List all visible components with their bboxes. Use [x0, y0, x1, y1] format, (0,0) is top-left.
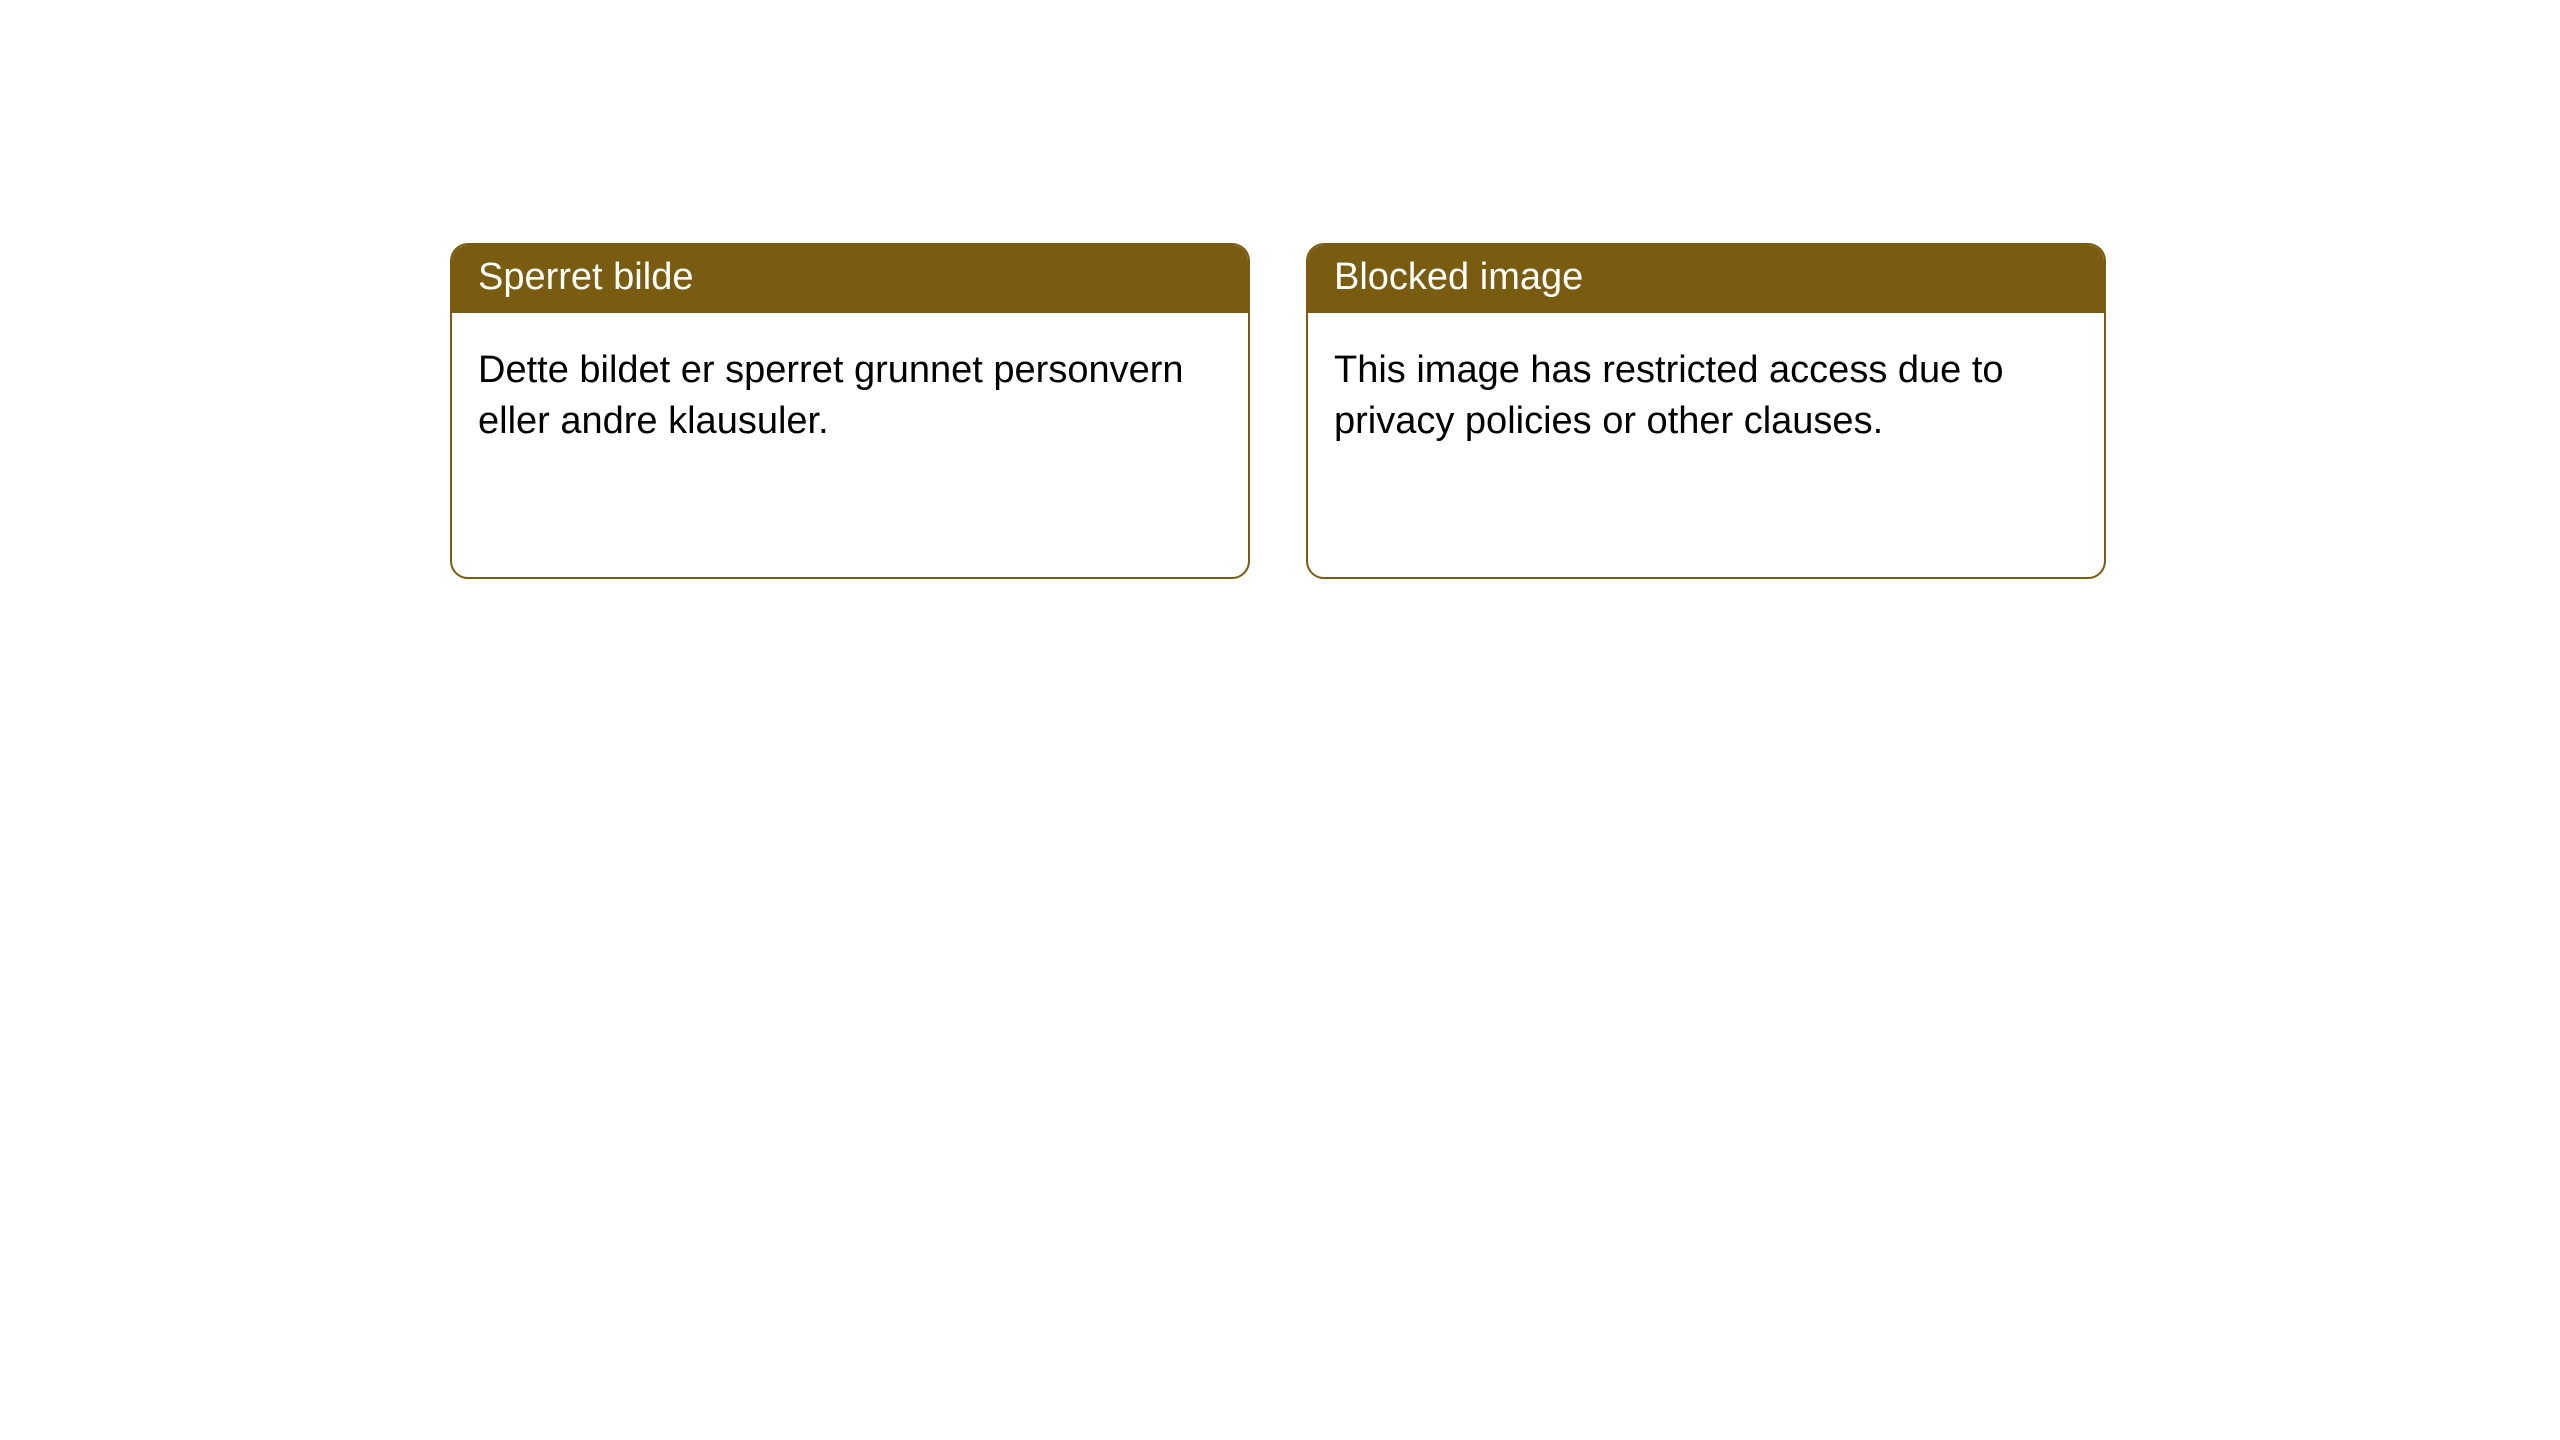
notice-body-text: This image has restricted access due to …: [1334, 349, 2004, 442]
notice-body-text: Dette bildet er sperret grunnet personve…: [478, 349, 1184, 442]
notice-body: Dette bildet er sperret grunnet personve…: [452, 313, 1248, 480]
notice-header: Blocked image: [1308, 245, 2104, 313]
notice-header: Sperret bilde: [452, 245, 1248, 313]
notice-card-norwegian: Sperret bilde Dette bildet er sperret gr…: [450, 243, 1250, 579]
notice-title: Sperret bilde: [478, 256, 693, 298]
notice-card-english: Blocked image This image has restricted …: [1306, 243, 2106, 579]
notice-title: Blocked image: [1334, 256, 1583, 298]
notice-container: Sperret bilde Dette bildet er sperret gr…: [450, 243, 2106, 579]
notice-body: This image has restricted access due to …: [1308, 313, 2104, 480]
